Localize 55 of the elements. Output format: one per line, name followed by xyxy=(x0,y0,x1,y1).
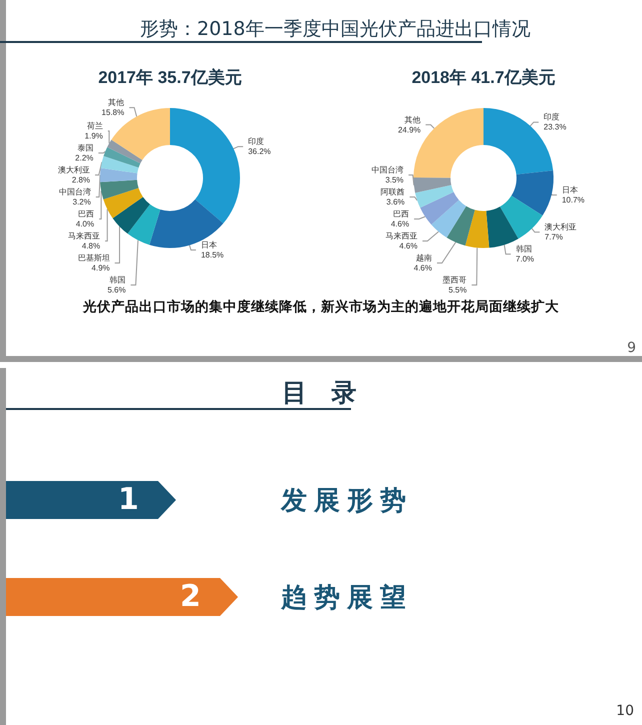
text: 9 xyxy=(627,340,636,356)
data-label: 10.7% xyxy=(562,196,585,205)
data-label: 23.3% xyxy=(544,122,566,132)
slice-label: 日本 xyxy=(200,240,217,250)
data-label: 3.5% xyxy=(385,176,404,184)
data-label: 4.0% xyxy=(76,220,94,228)
data-label: 2.2% xyxy=(75,154,94,162)
data-label: 24.9% xyxy=(398,125,421,134)
slice-label: 韩国 xyxy=(110,276,126,284)
slice-label: 中国台湾 xyxy=(372,166,404,174)
slice-label: 中国台湾 xyxy=(58,188,91,196)
chart-title: 2018年 41.7亿美元 xyxy=(412,68,556,87)
data-label: 4.6% xyxy=(414,264,432,272)
data-label: 3.6% xyxy=(386,198,405,206)
slice-label: 巴基斯坦 xyxy=(78,254,110,262)
data-label: 5.5% xyxy=(448,286,467,294)
slice-label: 马来西亚 xyxy=(68,232,100,240)
text: 趋势展望 xyxy=(281,582,413,615)
slice-label: 马来西亚 xyxy=(385,232,418,240)
chart-subtitle: 2017年 35.7亿美元 xyxy=(98,68,242,87)
slice-label: 巴西 xyxy=(78,210,94,218)
data-label: 4.9% xyxy=(92,264,110,272)
slice-label: 荷兰 xyxy=(86,122,103,130)
slice-label: 澳大利亚 xyxy=(544,222,577,232)
slice-label: 日本 xyxy=(562,186,578,195)
text: 2 xyxy=(180,579,201,614)
data-label: 5.6% xyxy=(107,286,126,294)
slice-label: 澳大利亚 xyxy=(58,166,90,174)
text: 10 xyxy=(616,703,634,719)
slice-label: 巴西 xyxy=(393,210,410,218)
data-label: 18.5% xyxy=(200,250,224,260)
data-label: 15.8% xyxy=(102,108,124,118)
slice-label: 印度 xyxy=(248,137,264,146)
data-label: 7.7% xyxy=(544,232,563,242)
text: 光伏产品出口市场的集中度继续降低，新兴市场为主的遍地开花局面继续扩大 xyxy=(82,298,560,316)
text: 形势：2018年一季度中国光伏产品进出口情况 xyxy=(140,17,530,42)
slice-label: 印度 xyxy=(544,112,560,122)
text: 1 xyxy=(118,482,139,517)
data-label: 4.6% xyxy=(399,242,418,250)
data-label: 7.0% xyxy=(516,254,534,264)
data-label: 4.8% xyxy=(82,242,100,250)
data-label: 3.2% xyxy=(72,198,91,206)
slice-label: 墨西哥 xyxy=(442,276,467,284)
slice-label: 阿联酋 xyxy=(380,188,405,196)
text: 目 录 xyxy=(282,377,365,409)
slice-label: 泰国 xyxy=(77,144,94,152)
data-label: 2.8% xyxy=(72,176,90,184)
slice-label: 其他 xyxy=(404,115,421,124)
slice-label: 其他 xyxy=(108,98,124,108)
data-label: 1.9% xyxy=(84,132,103,140)
text: 发展形势 xyxy=(281,485,413,518)
data-label: 36.2% xyxy=(248,147,271,156)
slice-label: 韩国 xyxy=(516,244,532,254)
slice-label: 越南 xyxy=(416,254,432,262)
data-label: 4.6% xyxy=(390,220,410,228)
